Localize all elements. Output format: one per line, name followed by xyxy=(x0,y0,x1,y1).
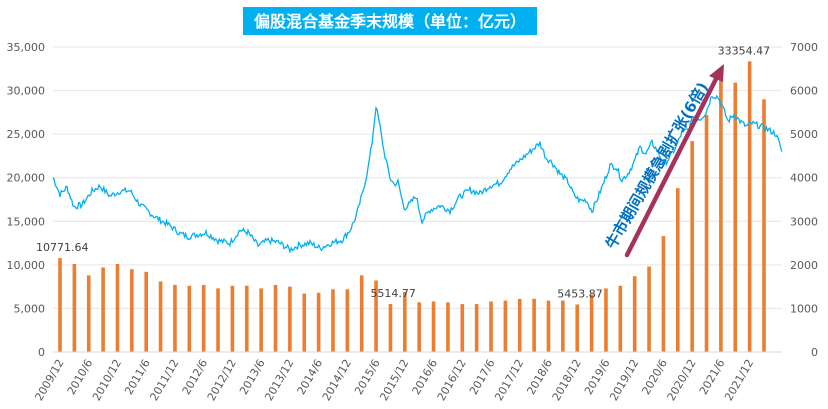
chart-title-background xyxy=(243,7,537,35)
bar-series xyxy=(58,61,766,353)
bar xyxy=(575,304,580,352)
left-axis-tick-label: 20,000 xyxy=(7,172,46,185)
x-axis-tick-label: 2020/6 xyxy=(639,357,670,397)
bar xyxy=(72,263,77,352)
bar xyxy=(431,301,436,352)
bar xyxy=(302,293,307,352)
chart-title: 偏股混合基金季末规模（单位：亿元） xyxy=(243,7,537,35)
annotation-arrow-head xyxy=(709,64,724,82)
right-axis-tick-label: 2000 xyxy=(790,259,818,272)
right-axis-tick-label: 4000 xyxy=(790,172,818,185)
bar xyxy=(244,285,249,352)
left-axis-tick-label: 35,000 xyxy=(7,41,46,54)
bar xyxy=(331,289,335,352)
bar xyxy=(632,276,637,352)
x-axis-tick-label: 2011/6 xyxy=(122,357,153,397)
data-labels: 10771.64 5514.77 5453.87 33354.47 xyxy=(36,44,770,300)
bar xyxy=(388,303,393,352)
bar xyxy=(259,288,263,352)
x-axis-tick-label: 2012/6 xyxy=(180,357,211,397)
bar xyxy=(201,284,206,352)
bar xyxy=(561,300,565,352)
annotation-arrow xyxy=(624,72,721,258)
bar xyxy=(618,285,623,352)
bar xyxy=(230,285,235,352)
bar xyxy=(58,258,62,352)
bar xyxy=(762,99,766,353)
data-label: 5453.87 xyxy=(557,287,603,300)
bar xyxy=(173,284,177,352)
gridlines xyxy=(53,46,782,309)
chart-title-text: 偏股混合基金季末规模（单位：亿元） xyxy=(254,12,526,31)
right-axis-tick-label: 5000 xyxy=(790,128,818,141)
bar xyxy=(101,267,105,352)
x-axis-tick-label: 2016/6 xyxy=(410,357,441,397)
bar xyxy=(460,304,465,352)
left-axis-tick-label: 10,000 xyxy=(7,259,46,272)
bar xyxy=(532,298,536,352)
bar xyxy=(546,300,551,352)
bar xyxy=(288,286,292,352)
bar xyxy=(316,292,321,352)
bar xyxy=(374,280,378,352)
x-axis-tick-label: 2018/6 xyxy=(524,357,555,397)
bar xyxy=(417,302,421,352)
bar xyxy=(719,70,723,353)
x-axis-tick-label: 2017/6 xyxy=(467,357,498,397)
right-axis-tick-label: 6000 xyxy=(790,85,818,98)
bar xyxy=(216,288,220,352)
bar xyxy=(158,281,163,352)
bar xyxy=(675,188,680,352)
x-axis-tick-label: 2013/6 xyxy=(237,357,268,397)
x-axis-tick-label: 2009/12 xyxy=(32,357,66,403)
right-axis-tick-label: 7000 xyxy=(790,41,818,54)
x-axis-tick-label: 2014/6 xyxy=(295,357,326,397)
bar xyxy=(144,271,149,352)
left-axis-tick-label: 0 xyxy=(38,346,45,359)
data-label: 33354.47 xyxy=(718,44,771,57)
x-axis-ticks: 2009/122010/62010/122011/62011/122012/62… xyxy=(32,357,756,403)
x-axis-tick-label: 2021/6 xyxy=(697,357,728,397)
bar xyxy=(747,61,752,352)
index-line-series xyxy=(52,94,783,254)
bar xyxy=(474,304,479,352)
left-axis-tick-label: 25,000 xyxy=(7,128,46,141)
left-axis-tick-label: 15,000 xyxy=(7,215,46,228)
bar xyxy=(187,285,192,352)
bar xyxy=(403,291,407,352)
bar xyxy=(647,266,651,352)
bar xyxy=(661,236,666,352)
data-label: 10771.64 xyxy=(36,241,89,254)
bar xyxy=(345,289,350,352)
bar xyxy=(733,82,738,352)
right-axis-tick-label: 0 xyxy=(811,346,818,359)
bar xyxy=(704,114,709,352)
x-axis-tick-label: 2019/6 xyxy=(582,357,613,397)
bar xyxy=(359,275,364,352)
bar xyxy=(503,300,508,352)
bar xyxy=(589,294,594,352)
x-axis-tick-label: 2015/6 xyxy=(352,357,383,397)
annotation-text: 牛市期间规模急剧扩张(6倍) xyxy=(602,79,712,252)
x-axis-tick-label: 2010/6 xyxy=(65,357,96,397)
bar xyxy=(86,275,91,352)
right-axis-tick-label: 1000 xyxy=(790,302,818,315)
bar xyxy=(130,269,134,352)
left-axis-ticks: 0 5,000 10,000 15,000 20,000 25,000 30,000 35,0… xyxy=(7,41,46,359)
left-axis-tick-label: 5,000 xyxy=(14,302,46,315)
data-label: 5514.77 xyxy=(370,287,416,300)
bar xyxy=(604,288,608,352)
bar xyxy=(115,263,120,352)
bar xyxy=(273,284,278,352)
bar xyxy=(489,301,493,352)
right-axis-ticks: 0 1000 2000 3000 4000 5000 6000 7000 xyxy=(790,41,818,359)
left-axis-tick-label: 30,000 xyxy=(7,85,46,98)
bar xyxy=(446,302,450,352)
bar xyxy=(517,298,522,352)
right-axis-tick-label: 3000 xyxy=(790,215,818,228)
bar xyxy=(690,141,694,352)
